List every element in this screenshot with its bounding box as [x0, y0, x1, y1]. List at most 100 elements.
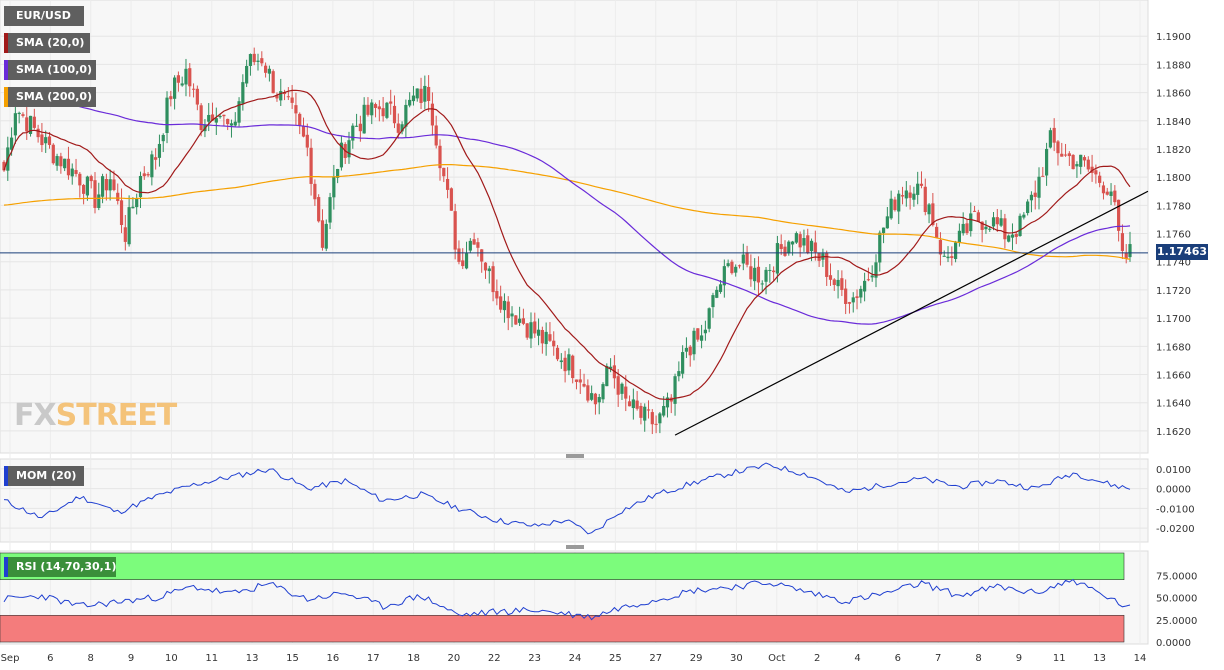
candle-body — [665, 397, 670, 408]
candle-body — [946, 256, 950, 259]
candle-body — [404, 104, 408, 127]
candle — [222, 114, 226, 127]
sma100-line — [3, 93, 1131, 325]
sma100-label[interactable]: SMA (100,0) — [4, 60, 96, 80]
candle — [487, 265, 491, 284]
candle — [802, 229, 806, 252]
candle — [688, 344, 692, 367]
candle — [912, 186, 916, 207]
candle-body — [1075, 164, 1079, 167]
candle — [961, 212, 965, 236]
candle-body — [55, 156, 59, 166]
candle — [271, 69, 275, 94]
candle — [760, 280, 764, 292]
candle-body — [855, 296, 859, 299]
candle — [237, 97, 241, 127]
candle-body — [624, 386, 628, 399]
candle — [263, 62, 268, 78]
candle-body — [173, 77, 177, 99]
candle-body — [476, 242, 480, 248]
candle — [718, 279, 723, 294]
rsi-label[interactable]: RSI (14,70,30,1) — [4, 557, 116, 577]
sma200-label[interactable]: SMA (200,0) — [4, 87, 96, 107]
candle-body — [1105, 191, 1109, 195]
candle-body — [593, 393, 598, 405]
watermark-street: STREET — [55, 398, 178, 433]
date-tick-label: 16 — [326, 653, 339, 664]
candle-body — [1063, 154, 1068, 156]
candle-body — [878, 232, 882, 263]
instrument-label[interactable]: EUR/USD — [4, 6, 84, 26]
candle — [70, 163, 74, 185]
rsi-swatch — [4, 557, 8, 577]
candle — [400, 121, 404, 135]
candle-body — [529, 322, 533, 339]
rsi-overbought-zone — [0, 552, 1125, 581]
momentum-label-text: MOM (20) — [16, 469, 77, 482]
momentum-grid — [0, 468, 1148, 529]
candle-body — [499, 296, 503, 310]
candle — [184, 58, 188, 97]
sma20-label[interactable]: SMA (20,0) — [4, 33, 90, 53]
candle-body — [305, 134, 309, 148]
candle — [946, 246, 950, 263]
candle — [74, 158, 78, 177]
candle-body — [950, 256, 954, 259]
candle — [597, 393, 601, 415]
candle — [267, 65, 271, 82]
candle — [1056, 140, 1060, 166]
candle-body — [1128, 244, 1132, 258]
candle — [571, 354, 575, 384]
candle — [154, 148, 158, 170]
candle-body — [328, 197, 332, 223]
candle-body — [165, 97, 169, 134]
candle-body — [718, 284, 723, 292]
candle-body — [897, 193, 901, 212]
candle — [931, 193, 935, 227]
candle — [313, 179, 317, 206]
candle — [119, 188, 124, 234]
candle — [294, 92, 298, 126]
candle — [935, 223, 939, 239]
candle-body — [935, 226, 939, 238]
candle — [1071, 154, 1075, 170]
candle — [275, 92, 279, 102]
candle-body — [536, 329, 541, 336]
candle-body — [703, 329, 707, 334]
candle — [711, 292, 715, 318]
candle-body — [942, 255, 946, 257]
price-tick-label: 1.1900 — [1156, 32, 1191, 43]
candle-body — [775, 243, 780, 274]
candle — [461, 248, 465, 270]
candle-body — [734, 266, 738, 273]
candle — [779, 234, 783, 256]
candle-body — [783, 246, 787, 256]
candle — [442, 167, 446, 183]
candle-body — [559, 360, 563, 363]
candle — [47, 132, 52, 149]
price-tick-label: 1.1800 — [1156, 173, 1191, 184]
candle — [1082, 155, 1087, 167]
rsi-tick-label: 75.0000 — [1156, 571, 1197, 582]
candle-body — [722, 266, 726, 286]
momentum-tick-label: 0.0100 — [1156, 465, 1191, 476]
candle-body — [320, 220, 325, 248]
candle — [256, 53, 260, 71]
momentum-label[interactable]: MOM (20) — [4, 466, 84, 486]
candle-body — [286, 96, 290, 98]
candle-body — [461, 260, 465, 267]
price-tick-label: 1.1680 — [1156, 342, 1191, 353]
candle — [878, 230, 882, 272]
candle-body — [540, 329, 544, 344]
candle — [499, 285, 503, 313]
candle — [950, 246, 954, 266]
candle-body — [1113, 190, 1117, 203]
candle — [195, 85, 199, 111]
candle — [559, 353, 563, 369]
candle — [620, 382, 624, 401]
candle — [870, 265, 874, 282]
candle — [726, 259, 730, 268]
candle-body — [1067, 153, 1071, 157]
candle — [44, 130, 48, 153]
candle-body — [339, 142, 344, 168]
